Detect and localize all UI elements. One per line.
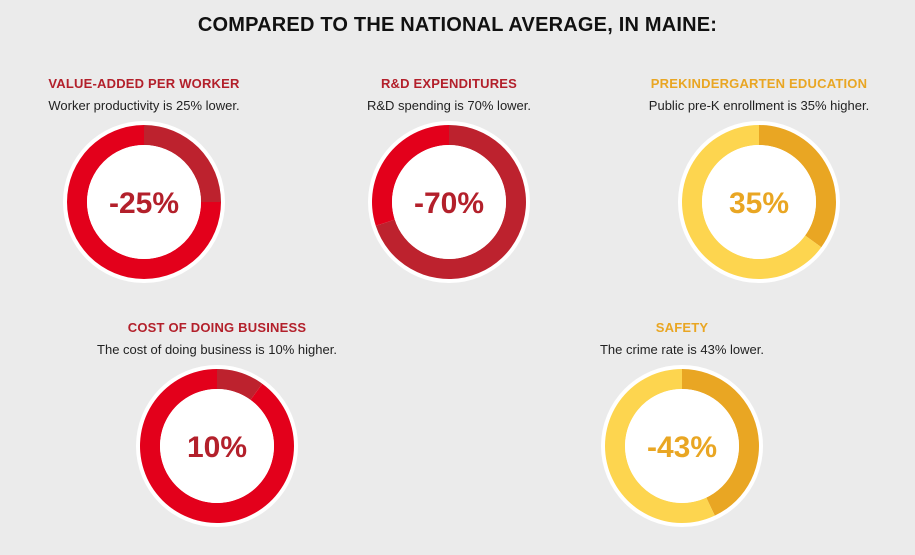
- donut-hole: [392, 145, 506, 259]
- metric-description: Public pre-K enrollment is 35% higher.: [648, 98, 870, 113]
- metric-label: R&D EXPENDITURES: [380, 76, 518, 91]
- donut-card-rd-expenditures: R&D EXPENDITURES R&D spending is 70% low…: [289, 76, 609, 283]
- donut-card-safety: SAFETY The crime rate is 43% lower. -43%: [522, 320, 842, 527]
- donut-chart: -70%: [368, 121, 530, 283]
- donut-hole: [625, 389, 739, 503]
- donut-value-label: 35%: [729, 187, 789, 220]
- donut-hole: [87, 145, 201, 259]
- donut-chart: -25%: [63, 121, 225, 283]
- donut-hole: [702, 145, 816, 259]
- donut-value-label: -43%: [647, 431, 717, 464]
- metric-label: SAFETY: [655, 320, 709, 335]
- donut-slice-highlight: [759, 125, 836, 248]
- page-title: COMPARED TO THE NATIONAL AVERAGE, IN MAI…: [197, 14, 718, 36]
- donut-chart: 10%: [136, 365, 298, 527]
- donut-chart: 35%: [678, 121, 840, 283]
- metric-label: VALUE-ADDED PER WORKER: [48, 76, 240, 91]
- donut-value-label: -25%: [109, 187, 179, 220]
- metric-description: R&D spending is 70% lower.: [366, 98, 532, 113]
- donut-slice-highlight: [682, 369, 759, 516]
- donut-chart: -43%: [601, 365, 763, 527]
- donut-card-prekindergarten: PREKINDERGARTEN EDUCATION Public pre-K e…: [599, 76, 915, 283]
- donut-hole: [160, 389, 274, 503]
- metric-description: The cost of doing business is 10% higher…: [97, 342, 337, 357]
- donut-slice-remainder: [605, 369, 715, 523]
- donut-card-value-added: VALUE-ADDED PER WORKER Worker productivi…: [0, 76, 304, 283]
- donut-card-cost-of-business: COST OF DOING BUSINESS The cost of doing…: [57, 320, 377, 527]
- donut-slice-remainder: [682, 125, 822, 279]
- donut-slice-highlight: [217, 369, 263, 400]
- metric-description: Worker productivity is 25% lower.: [48, 98, 240, 113]
- donut-value-label: -70%: [414, 187, 484, 220]
- metric-label: COST OF DOING BUSINESS: [127, 320, 307, 335]
- donut-value-label: 10%: [187, 431, 247, 464]
- metric-description: The crime rate is 43% lower.: [599, 342, 764, 357]
- donut-slice-highlight: [144, 125, 221, 202]
- metric-label: PREKINDERGARTEN EDUCATION: [650, 76, 868, 91]
- donut-slice-remainder: [372, 125, 449, 226]
